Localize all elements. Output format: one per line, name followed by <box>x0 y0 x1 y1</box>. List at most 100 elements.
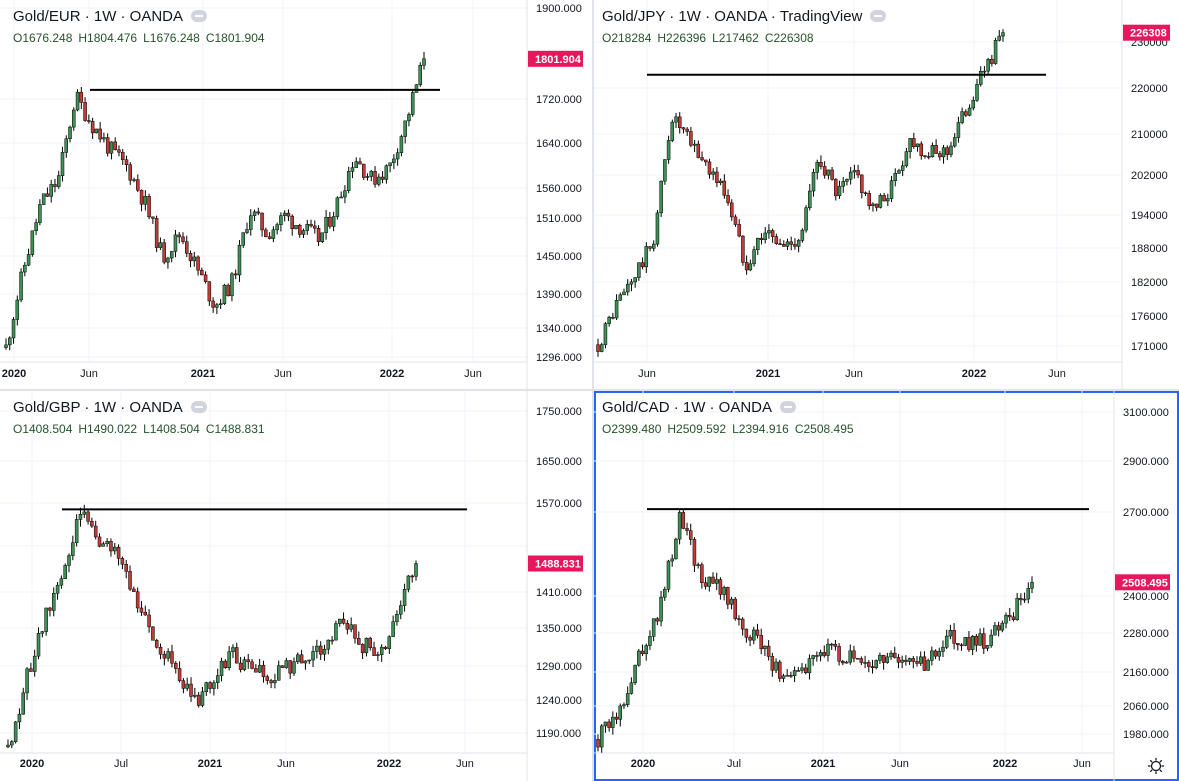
candle-body <box>915 143 920 147</box>
candle-body <box>275 224 279 231</box>
eye-icon[interactable] <box>780 400 797 413</box>
candle-body <box>997 35 1002 41</box>
chart-canvas-gold-eur[interactable]: 1900.000 1720.000 1640.000 1560.000 1510.000… <box>0 0 592 389</box>
candle-body <box>900 659 904 663</box>
time-tick-label: 2020 <box>20 758 44 770</box>
candle-body <box>833 644 838 647</box>
candle-body <box>640 650 645 655</box>
candle-body <box>904 659 908 662</box>
candle-body <box>837 646 841 662</box>
candle-body <box>989 634 993 646</box>
candle-body <box>607 317 611 324</box>
candle-body <box>384 165 389 180</box>
legend-gold-jpy: Gold/JPY · 1W · OANDA · TradingView O218… <box>602 8 887 45</box>
chart-panel-gold-jpy[interactable]: 230000 220000 210000 202000 194000 188000 1820… <box>594 0 1179 389</box>
candle-body <box>387 636 392 649</box>
chart-panel-gold-gbp[interactable]: 1750.000 1650.000 1570.000 1410.000 1350.000… <box>0 391 592 781</box>
candle-body <box>923 155 927 157</box>
candle-body <box>26 254 31 266</box>
candle-body <box>136 179 140 191</box>
candle-body <box>218 303 223 305</box>
high-value: H1490.022 <box>78 422 138 436</box>
candle-body <box>596 739 600 748</box>
chart-panel-gold-cad[interactable]: 3100.000 2900.000 2700.000 2400.000 2280.000… <box>594 391 1179 781</box>
candle-body <box>376 654 380 656</box>
candle-body <box>666 560 671 590</box>
candle-body <box>644 645 648 655</box>
candle-body <box>395 614 399 622</box>
candle-body <box>170 651 174 664</box>
candle-body <box>279 215 283 225</box>
candle-body <box>922 656 927 671</box>
candle-body <box>622 291 626 296</box>
chart-canvas-gold-gbp[interactable]: 1750.000 1650.000 1570.000 1410.000 1350.000… <box>0 391 592 781</box>
time-tick-label: 2021 <box>756 368 780 380</box>
chart-canvas-gold-jpy[interactable]: 2300002200002100002020001940001880001820… <box>594 0 1179 389</box>
candle-body <box>418 65 422 85</box>
candle-body <box>305 223 310 231</box>
price-tick-label: 188000 <box>1131 243 1168 255</box>
candle-body <box>767 230 771 234</box>
time-tick-label: Jun <box>464 368 482 380</box>
candle-body <box>670 121 675 141</box>
candle-body <box>952 630 956 644</box>
candle-body <box>282 212 287 216</box>
candle-body <box>245 229 249 233</box>
eye-icon[interactable] <box>870 9 887 22</box>
candle-body <box>265 676 270 681</box>
candle-body <box>703 582 708 587</box>
candle-body <box>655 212 660 245</box>
candle-body <box>941 646 945 652</box>
candle-body <box>132 179 136 181</box>
candle-body <box>273 680 277 684</box>
candle-body <box>900 165 905 171</box>
chart-panel-gold-eur[interactable]: 1900.000 1720.000 1640.000 1560.000 1510.000… <box>0 0 592 389</box>
candle-body <box>971 99 976 109</box>
candle-body <box>8 337 12 346</box>
candle-body <box>674 538 678 560</box>
candle-body <box>286 212 291 217</box>
candle-body <box>815 161 819 173</box>
candle-body <box>930 650 934 661</box>
symbol-title[interactable]: Gold/JPY · 1W · OANDA · TradingView <box>602 8 863 25</box>
gear-icon[interactable] <box>1147 757 1165 775</box>
candle-body <box>956 643 960 646</box>
last-price-badge <box>1115 574 1170 591</box>
candle-body <box>963 637 967 646</box>
candle-body <box>331 216 336 227</box>
candle-body <box>72 109 76 128</box>
candle-body <box>726 195 730 204</box>
candle-body <box>189 683 193 697</box>
low-value: L1676.248 <box>143 31 200 45</box>
candle-body <box>845 178 849 182</box>
candle-body <box>807 658 812 674</box>
candle-body <box>871 203 875 206</box>
candle-body <box>1022 598 1027 601</box>
eye-icon[interactable] <box>191 9 208 22</box>
candle-body <box>715 171 719 183</box>
symbol-title[interactable]: Gold/EUR · 1W · OANDA <box>13 8 184 25</box>
candle-body <box>718 579 723 595</box>
candle-body <box>674 116 678 123</box>
candle-body <box>740 618 745 630</box>
time-tick-label: 2022 <box>993 758 1017 770</box>
chart-canvas-gold-cad[interactable]: 3100.000 2900.000 2700.000 2400.000 2280.000… <box>594 391 1179 781</box>
candle-body <box>622 704 626 707</box>
candle-body <box>856 170 860 176</box>
candle-body <box>782 244 786 247</box>
candle-body <box>256 211 261 214</box>
candle-body <box>25 668 29 694</box>
symbol-title[interactable]: Gold/GBP · 1W · OANDA <box>13 399 183 416</box>
eye-icon[interactable] <box>190 400 207 413</box>
candle-body <box>109 141 114 154</box>
candle-body <box>785 241 790 247</box>
candle-body <box>113 546 117 552</box>
ohlc-values: O218284 H226396 L217462 C226308 <box>602 31 886 45</box>
candle-body <box>139 189 144 205</box>
symbol-title[interactable]: Gold/CAD · 1W · OANDA <box>602 399 773 416</box>
candle-body <box>326 639 331 650</box>
time-tick-label: Jun <box>638 368 656 380</box>
candle-body <box>4 344 8 348</box>
candle-body <box>722 587 726 595</box>
candle-body <box>918 656 923 664</box>
